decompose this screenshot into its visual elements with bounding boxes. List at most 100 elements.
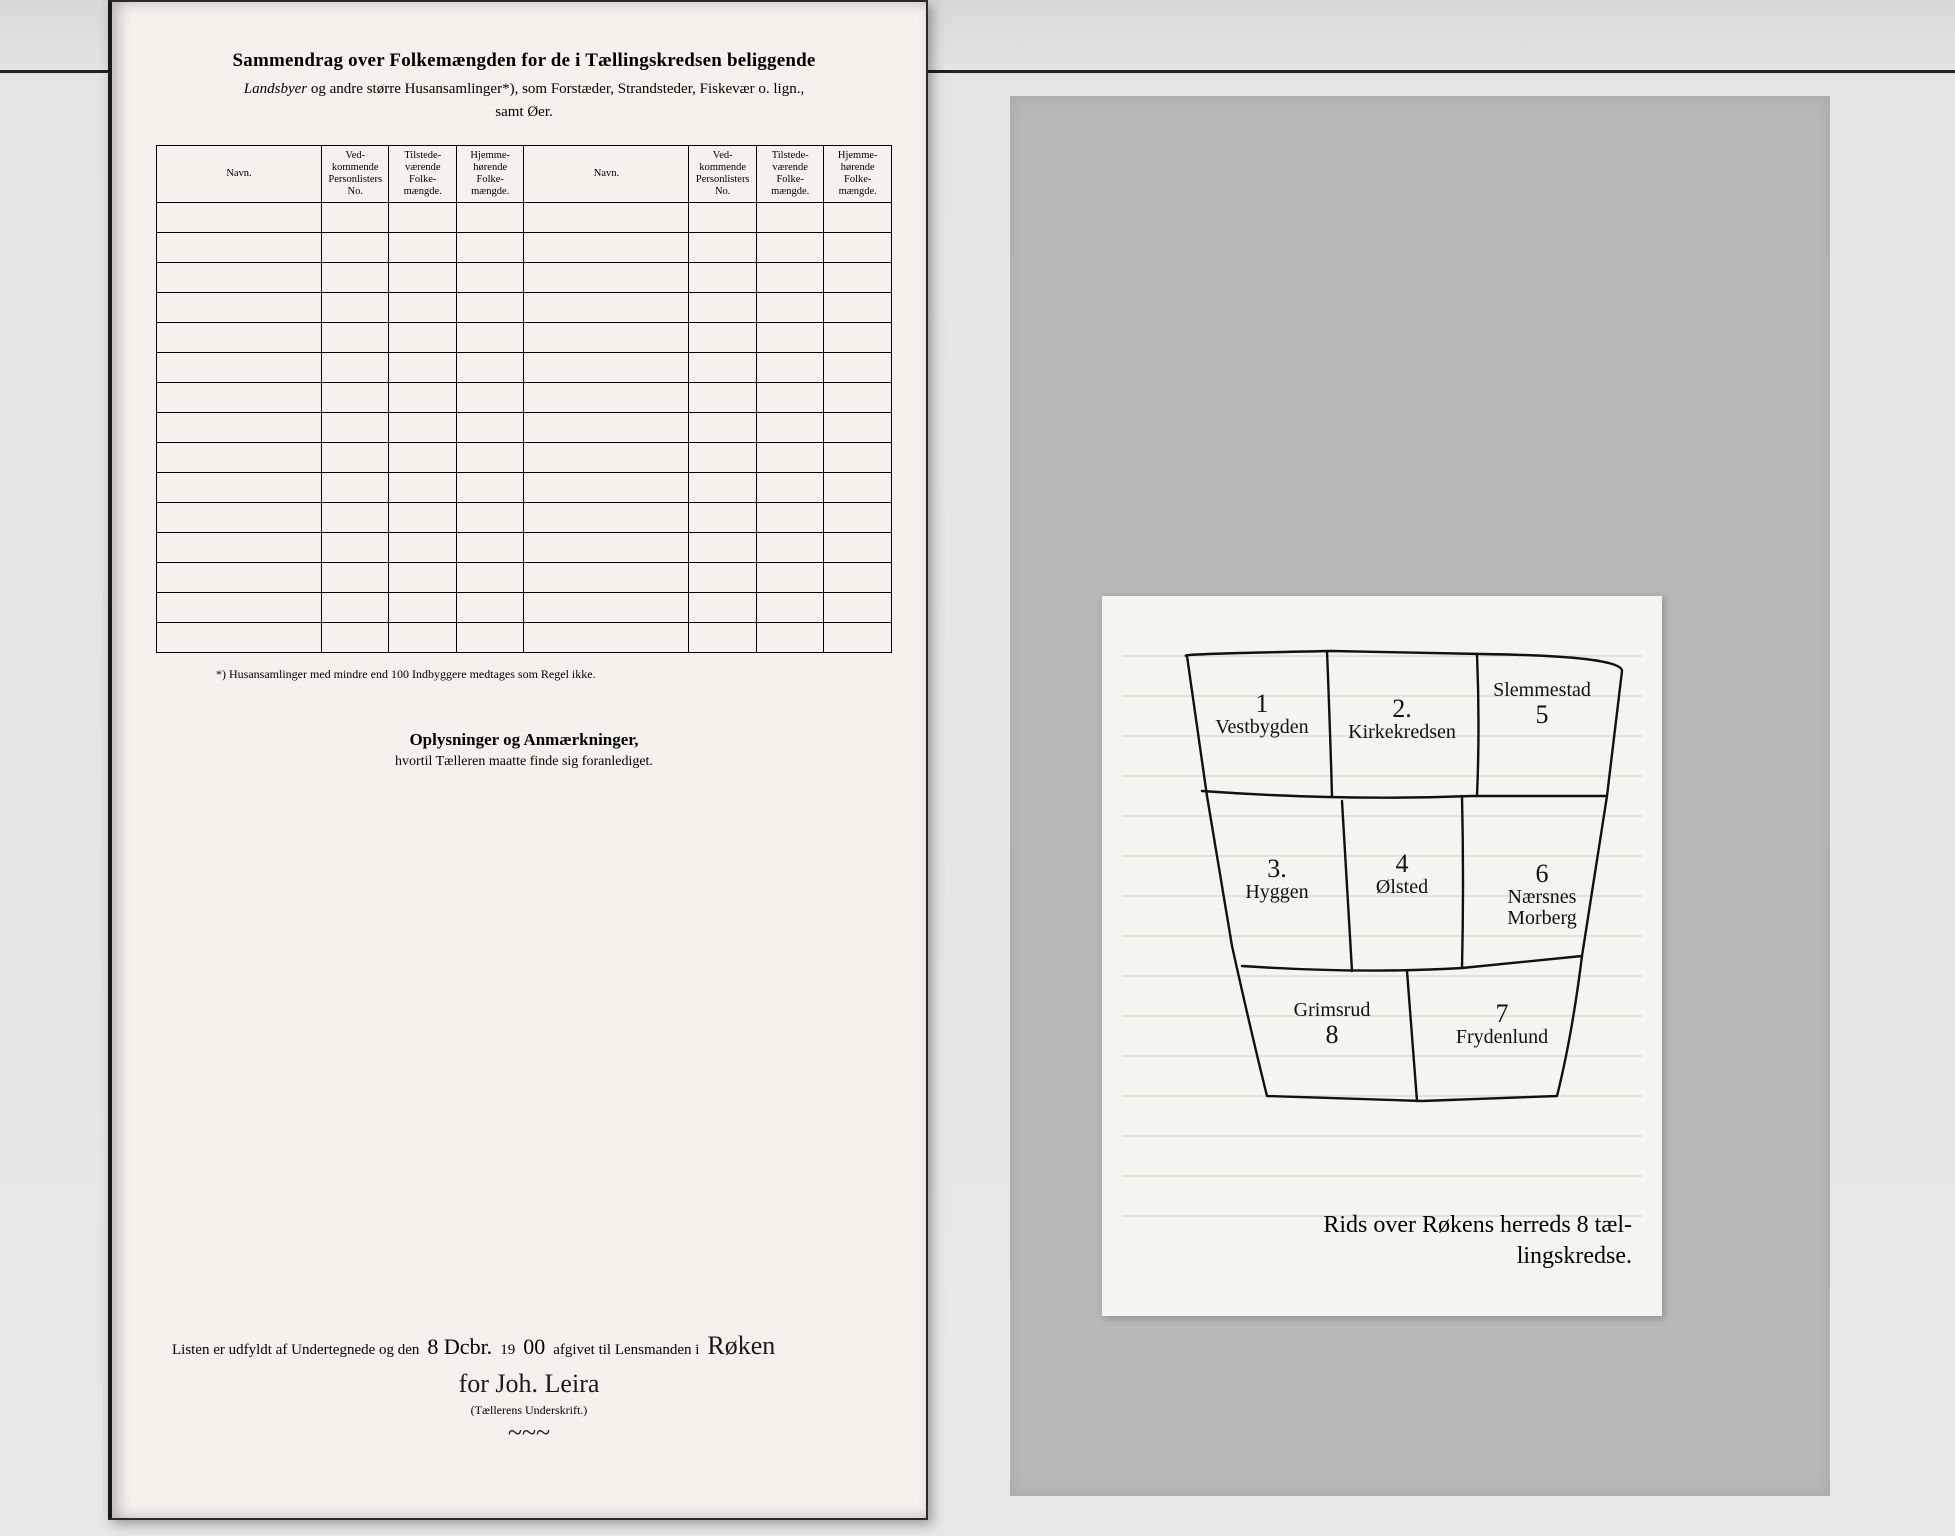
- table-cell: [824, 263, 892, 293]
- table-row: [157, 203, 892, 233]
- subtitle-rest: og andre større Husansamlinger*), som Fo…: [307, 81, 804, 97]
- sketch-region-label: 4Ølsted: [1342, 850, 1462, 898]
- table-cell: [524, 203, 689, 233]
- table-cell: [689, 263, 756, 293]
- table-cell: [389, 383, 456, 413]
- table-cell: [157, 263, 322, 293]
- table-row: [157, 623, 892, 653]
- summary-table: Navn. Ved-kommendePersonlistersNo. Tilst…: [156, 145, 892, 653]
- table-cell: [824, 503, 892, 533]
- table-cell: [456, 263, 523, 293]
- table-cell: [756, 353, 823, 383]
- table-cell: [389, 203, 456, 233]
- table-row: [157, 233, 892, 263]
- table-cell: [689, 203, 756, 233]
- sketch-region-label: Grimsrud8: [1272, 1000, 1392, 1048]
- table-cell: [756, 233, 823, 263]
- table-cell: [322, 563, 389, 593]
- table-cell: [322, 263, 389, 293]
- table-cell: [389, 233, 456, 263]
- table-cell: [524, 263, 689, 293]
- table-cell: [322, 533, 389, 563]
- table-row: [157, 383, 892, 413]
- title-block: Sammendrag over Folkemængden for de i Tæ…: [156, 50, 892, 123]
- table-cell: [456, 503, 523, 533]
- table-cell: [689, 323, 756, 353]
- table-cell: [689, 473, 756, 503]
- table-cell: [824, 473, 892, 503]
- table-cell: [389, 503, 456, 533]
- table-cell: [157, 563, 322, 593]
- table-cell: [689, 593, 756, 623]
- table-cell: [456, 323, 523, 353]
- table-row: [157, 353, 892, 383]
- table-cell: [157, 533, 322, 563]
- table-cell: [456, 443, 523, 473]
- col-navn2: Navn.: [524, 146, 689, 203]
- table-row: [157, 563, 892, 593]
- table-cell: [322, 203, 389, 233]
- sketch-region-label: Slemmestad5: [1482, 680, 1602, 728]
- table-cell: [322, 233, 389, 263]
- table-cell: [689, 353, 756, 383]
- table-cell: [824, 593, 892, 623]
- table-cell: [389, 563, 456, 593]
- table-cell: [456, 203, 523, 233]
- table-cell: [824, 323, 892, 353]
- table-footnote: *) Husansamlinger med mindre end 100 Ind…: [216, 667, 892, 682]
- table-cell: [524, 533, 689, 563]
- table-cell: [157, 383, 322, 413]
- table-cell: [157, 443, 322, 473]
- table-cell: [689, 413, 756, 443]
- table-cell: [824, 293, 892, 323]
- table-cell: [456, 533, 523, 563]
- table-cell: [456, 593, 523, 623]
- sketch-caption: Rids over Røkens herreds 8 tæl-lingskred…: [1142, 1210, 1632, 1272]
- table-cell: [456, 293, 523, 323]
- table-cell: [689, 623, 756, 653]
- ledger-page: Sammendrag over Folkemængden for de i Tæ…: [108, 0, 928, 1520]
- table-cell: [756, 323, 823, 353]
- table-row: [157, 593, 892, 623]
- table-cell: [322, 413, 389, 443]
- table-cell: [756, 383, 823, 413]
- table-cell: [824, 413, 892, 443]
- col-8: Hjemme-hørendeFolke-mængde.: [824, 146, 892, 203]
- table-cell: [322, 623, 389, 653]
- table-cell: [689, 503, 756, 533]
- sig-name: for Joh. Leira: [459, 1369, 600, 1398]
- sig-flourish: ~~~: [172, 1418, 886, 1448]
- table-cell: [157, 593, 322, 623]
- col-3: Tilstede-værendeFolke-mængde.: [389, 146, 456, 203]
- table-cell: [756, 563, 823, 593]
- table-cell: [756, 533, 823, 563]
- subtitle-line2: samt Øer.: [495, 104, 553, 120]
- sig-year-hand: 00: [523, 1334, 545, 1360]
- table-cell: [524, 233, 689, 263]
- table-cell: [824, 533, 892, 563]
- table-cell: [524, 563, 689, 593]
- table-cell: [756, 413, 823, 443]
- table-cell: [524, 443, 689, 473]
- table-cell: [756, 263, 823, 293]
- page-subtitle: Landsbyer og andre større Husansamlinger…: [156, 78, 892, 123]
- table-cell: [389, 323, 456, 353]
- table-cell: [824, 233, 892, 263]
- table-cell: [689, 443, 756, 473]
- table-row: [157, 263, 892, 293]
- remarks-subtitle: hvortil Tælleren maatte finde sig foranl…: [156, 754, 892, 770]
- table-cell: [456, 623, 523, 653]
- table-cell: [157, 323, 322, 353]
- col-navn: Navn.: [157, 146, 322, 203]
- subtitle-italic: Landsbyer: [244, 81, 307, 97]
- table-row: [157, 443, 892, 473]
- sketch-map-sheet: 1Vestbygden2.KirkekredsenSlemmestad53.Hy…: [1102, 596, 1662, 1316]
- grey-mounting-board: 1Vestbygden2.KirkekredsenSlemmestad53.Hy…: [1010, 96, 1830, 1496]
- table-cell: [456, 233, 523, 263]
- col-6: Ved-kommendePersonlistersNo.: [689, 146, 756, 203]
- table-cell: [824, 623, 892, 653]
- table-cell: [322, 323, 389, 353]
- table-cell: [157, 203, 322, 233]
- sketch-region-label: 6NærsnesMorberg: [1482, 860, 1602, 929]
- table-row: [157, 473, 892, 503]
